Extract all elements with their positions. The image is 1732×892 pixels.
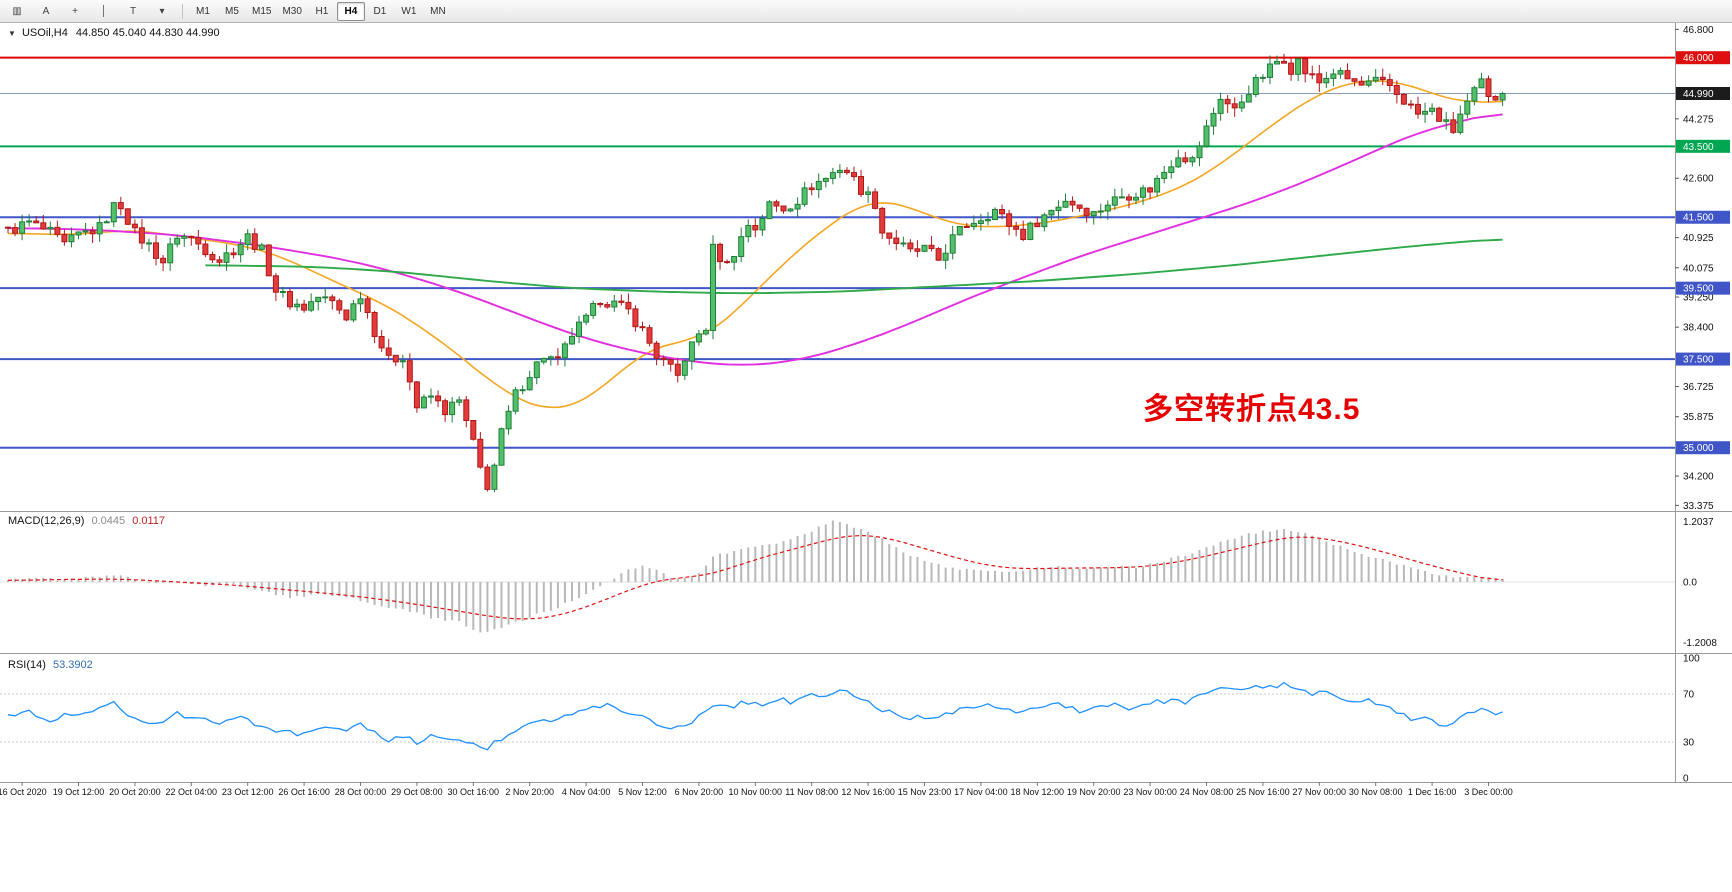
- timeframe-m5-button[interactable]: M5: [225, 5, 239, 17]
- svg-text:42.600: 42.600: [1683, 174, 1714, 185]
- timeframe-mn-button[interactable]: MN: [430, 5, 446, 17]
- svg-text:25 Nov 16:00: 25 Nov 16:00: [1236, 787, 1290, 797]
- svg-text:40.075: 40.075: [1683, 263, 1714, 274]
- symbol-ohlc-label: ▼ USOil,H4 44.850 45.040 44.830 44.990: [8, 27, 220, 39]
- svg-text:22 Oct 04:00: 22 Oct 04:00: [166, 787, 218, 797]
- chart-annotation-text: 多空转折点43.5: [1143, 393, 1361, 426]
- rsi-panel: [0, 681, 1675, 751]
- svg-text:28 Oct 00:00: 28 Oct 00:00: [335, 787, 387, 797]
- svg-text:20 Oct 20:00: 20 Oct 20:00: [109, 787, 161, 797]
- svg-text:11 Nov 08:00: 11 Nov 08:00: [785, 787, 838, 797]
- macd-label: MACD(12,26,9) 0.0445 0.0117: [8, 515, 165, 527]
- svg-text:16 Oct 2020: 16 Oct 2020: [0, 787, 47, 797]
- svg-text:17 Nov 04:00: 17 Nov 04:00: [954, 787, 1008, 797]
- svg-text:23 Nov 00:00: 23 Nov 00:00: [1123, 787, 1177, 797]
- svg-text:40.925: 40.925: [1683, 233, 1714, 244]
- svg-text:39.250: 39.250: [1683, 293, 1714, 304]
- timeframe-m1-button[interactable]: M1: [196, 5, 210, 17]
- svg-text:1.2037: 1.2037: [1683, 517, 1714, 528]
- svg-text:35.000: 35.000: [1683, 443, 1714, 454]
- vertical-line-icon[interactable]: │: [100, 5, 108, 17]
- svg-text:19 Oct 12:00: 19 Oct 12:00: [53, 787, 105, 797]
- panel-separators: [0, 22, 1732, 783]
- svg-text:33.375: 33.375: [1683, 501, 1714, 512]
- rsi-label: RSI(14) 53.3902: [8, 659, 93, 671]
- svg-text:100: 100: [1683, 654, 1700, 665]
- timeframe-h4-button[interactable]: H4: [336, 1, 365, 21]
- timeframe-m30-button[interactable]: M30: [282, 5, 302, 17]
- macd-panel: [0, 520, 1675, 633]
- svg-text:1 Dec 16:00: 1 Dec 16:00: [1408, 787, 1457, 797]
- svg-text:18 Nov 12:00: 18 Nov 12:00: [1011, 787, 1065, 797]
- toolbar-icons: ▥ A + │ T ▾: [3, 2, 176, 21]
- svg-text:23 Oct 12:00: 23 Oct 12:00: [222, 787, 274, 797]
- svg-text:44.990: 44.990: [1683, 89, 1714, 100]
- svg-text:27 Nov 00:00: 27 Nov 00:00: [1293, 787, 1347, 797]
- rsi-value: 53.3902: [52, 659, 93, 671]
- svg-text:36.725: 36.725: [1683, 382, 1714, 393]
- svg-text:6 Nov 20:00: 6 Nov 20:00: [675, 787, 724, 797]
- svg-text:41.500: 41.500: [1683, 213, 1714, 224]
- timeframe-toolbar: M1 M5 M15 M30 H1 H4 D1 W1 MN: [189, 1, 452, 21]
- price-axis[interactable]: 46.800 44.275 42.600 40.925 40.075 39.250 38.4…: [1675, 25, 1730, 785]
- svg-text:0.0: 0.0: [1683, 578, 1697, 589]
- svg-text:39.500: 39.500: [1683, 284, 1714, 295]
- svg-text:26 Oct 16:00: 26 Oct 16:00: [278, 787, 330, 797]
- ma-slow-line: [205, 238, 1503, 295]
- horizontal-level-lines: [0, 56, 1675, 449]
- svg-text:30: 30: [1683, 738, 1695, 749]
- svg-text:30 Oct 16:00: 30 Oct 16:00: [448, 787, 500, 797]
- time-axis[interactable]: 16 Oct 2020 19 Oct 12:00 20 Oct 20:00 22 Oc…: [0, 782, 1513, 797]
- collapse-triangle-icon[interactable]: ▼: [8, 29, 16, 38]
- svg-text:38.400: 38.400: [1683, 323, 1714, 334]
- timeframe-m15-button[interactable]: M15: [252, 5, 272, 17]
- charts-grid-icon[interactable]: ▥: [12, 5, 22, 17]
- svg-text:70: 70: [1683, 690, 1695, 701]
- svg-text:3 Dec 00:00: 3 Dec 00:00: [1464, 787, 1513, 797]
- svg-text:15 Nov 23:00: 15 Nov 23:00: [898, 787, 952, 797]
- svg-text:43.500: 43.500: [1683, 142, 1714, 153]
- svg-text:46.000: 46.000: [1683, 53, 1714, 64]
- toolbar-separator: [182, 3, 183, 19]
- toolbar: ▥ A + │ T ▾ M1 M5 M15 M30 H1 H4 D1 W1 MN: [0, 0, 1732, 23]
- macd-signal-value: 0.0117: [132, 515, 166, 527]
- svg-text:2 Nov 20:00: 2 Nov 20:00: [505, 787, 554, 797]
- svg-text:5 Nov 12:00: 5 Nov 12:00: [618, 787, 667, 797]
- arrow-tools-icon[interactable]: ▾: [159, 5, 165, 17]
- svg-text:24 Nov 08:00: 24 Nov 08:00: [1180, 787, 1234, 797]
- svg-text:-1.2008: -1.2008: [1683, 638, 1717, 649]
- macd-name: MACD(12,26,9): [8, 515, 85, 527]
- rsi-name: RSI(14): [8, 659, 46, 671]
- svg-text:12 Nov 16:00: 12 Nov 16:00: [841, 787, 895, 797]
- symbol-name: USOil,H4: [21, 27, 68, 39]
- crosshair-icon[interactable]: +: [72, 5, 78, 17]
- ohlc-values: 44.850 45.040 44.830 44.990: [75, 27, 220, 39]
- svg-text:35.875: 35.875: [1683, 412, 1714, 423]
- svg-text:19 Nov 20:00: 19 Nov 20:00: [1067, 787, 1121, 797]
- text-tool-icon[interactable]: T: [129, 5, 137, 17]
- svg-text:30 Nov 08:00: 30 Nov 08:00: [1349, 787, 1403, 797]
- timeframe-d1-button[interactable]: D1: [373, 5, 387, 17]
- svg-text:46.800: 46.800: [1683, 25, 1714, 36]
- svg-text:34.200: 34.200: [1683, 472, 1714, 483]
- svg-text:44.275: 44.275: [1683, 114, 1714, 125]
- ma-mid-line: [7, 113, 1503, 366]
- macd-main-value: 0.0445: [91, 515, 126, 527]
- cursor-mode-icon[interactable]: A: [42, 5, 50, 17]
- svg-text:29 Oct 08:00: 29 Oct 08:00: [391, 787, 443, 797]
- svg-text:10 Nov 00:00: 10 Nov 00:00: [729, 787, 783, 797]
- svg-text:0: 0: [1683, 774, 1689, 785]
- timeframe-h1-button[interactable]: H1: [315, 5, 329, 17]
- timeframe-w1-button[interactable]: W1: [401, 5, 417, 17]
- candlestick-series: [5, 53, 1506, 493]
- svg-text:4 Nov 04:00: 4 Nov 04:00: [562, 787, 611, 797]
- svg-text:37.500: 37.500: [1683, 355, 1714, 366]
